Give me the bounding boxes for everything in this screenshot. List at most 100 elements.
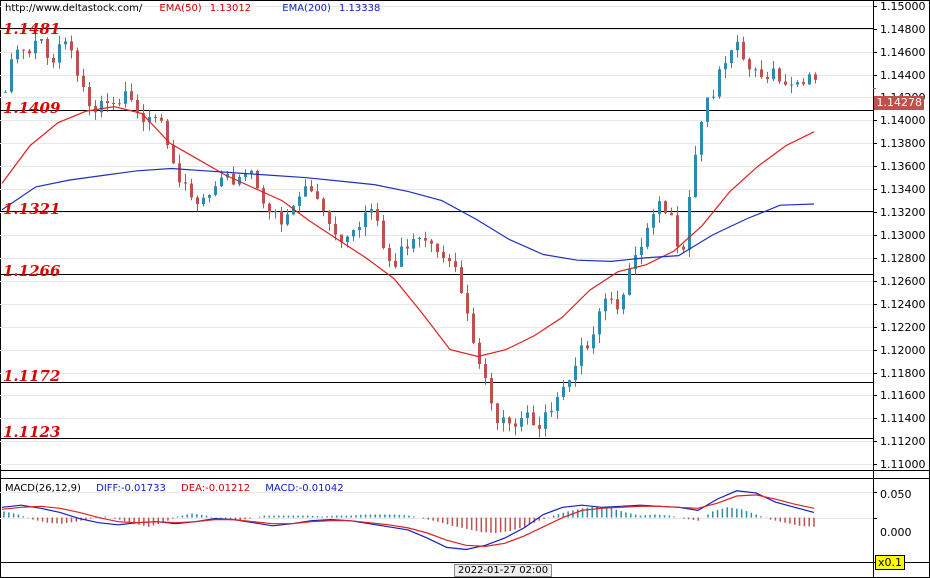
candle-body [478,342,481,365]
candle-body [274,211,277,213]
candle-body [244,173,247,177]
y-tick-label: 1.14400 [880,68,926,82]
candle-body [454,261,457,268]
candle-body [388,247,391,261]
candle-body [526,412,529,418]
candle-body [496,403,499,424]
candle-body [136,99,139,114]
candle-body [718,69,721,97]
y-tick-label: 1.14600 [880,45,926,59]
candle-body [616,299,619,310]
candle-body [34,40,37,54]
candle-body [364,212,367,228]
candle-body [130,91,133,100]
candle-body [700,121,703,155]
candle-body [64,41,67,45]
candle-body [376,209,379,221]
candle-body [568,380,571,387]
candle-body [334,223,337,235]
candle-body [370,209,373,213]
candle-body [442,252,445,258]
candle-body [628,269,631,295]
candle-body [604,298,607,312]
candle-body [580,345,583,366]
zoom-button[interactable]: x0.1 [875,555,906,570]
candle-body [154,117,157,119]
candle-body [460,267,463,294]
macd-tick-label: 0.050 [880,488,912,501]
candle-body [70,41,73,51]
macd-label: MACD(26,12,9) [5,483,81,494]
candle-body [148,117,151,123]
ema200-label: EMA(200) [282,3,331,14]
candle-body [754,69,757,71]
y-tick-label: 1.11600 [880,388,926,402]
candle-body [766,77,769,80]
candle-body [346,236,349,242]
candle-body [178,163,181,183]
candle-body [280,211,283,225]
macd-dea: DEA:-0.01212 [181,483,251,494]
candle-body [682,246,685,250]
candle-body [208,195,211,198]
candle-body [532,412,535,426]
candle-body [634,255,637,270]
candle-body [406,246,409,249]
candle-body [250,170,253,174]
candle-body [184,182,187,184]
candle-body [394,260,397,267]
candle-body [322,198,325,211]
candle-body [658,201,661,215]
y-tick-label: 1.13400 [880,182,926,196]
candle-body [256,170,259,189]
source-url[interactable]: http://www.deltastock.com/ [5,3,143,14]
candle-body [88,86,91,107]
y-tick-label: 1.11800 [880,366,926,380]
candle-body [796,82,799,85]
y-tick-label: 1.12600 [880,274,926,288]
candle-body [538,425,541,429]
candle-body [304,186,307,197]
candle-body [40,38,43,41]
candle-body [82,75,85,87]
candle-body [622,294,625,310]
candle-body [286,214,289,225]
candle-body [316,191,319,199]
y-tick-label: 1.11400 [880,411,926,425]
candle-body [778,68,781,82]
candle-body [808,74,811,85]
y-tick-label: 1.11000 [880,457,926,471]
candle-body [106,101,109,104]
candle-body [166,120,169,146]
y-tick-label: 1.12000 [880,343,926,357]
candle-body [22,49,25,51]
y-tick-label: 1.11200 [880,434,926,448]
candle-body [268,203,271,213]
candle-body [802,82,805,85]
current-price-badge: 1.14278 [874,96,924,110]
ema200-value: 1.13338 [338,3,381,14]
candle-body [748,59,751,70]
candle-body [598,311,601,335]
candle-body [310,186,313,192]
candle-body [574,365,577,381]
candle-body [436,243,439,253]
candle-body [448,257,451,262]
candle-body [514,423,517,427]
candle-body [76,50,79,76]
candle-body [586,345,589,349]
candle-body [190,183,193,198]
level-label: 1.1266 [3,262,61,280]
candle-body [544,412,547,429]
level-label: 1.1409 [3,99,61,117]
level-label: 1.1321 [3,200,61,218]
candle-body [814,74,817,80]
candle-body [382,220,385,248]
candle-body [292,205,295,215]
macd-tick-label: 0.000 [880,526,912,539]
candle-body [790,84,793,86]
ema50-line [1,105,815,358]
macd-diff: DIFF:-0.01733 [96,483,166,494]
